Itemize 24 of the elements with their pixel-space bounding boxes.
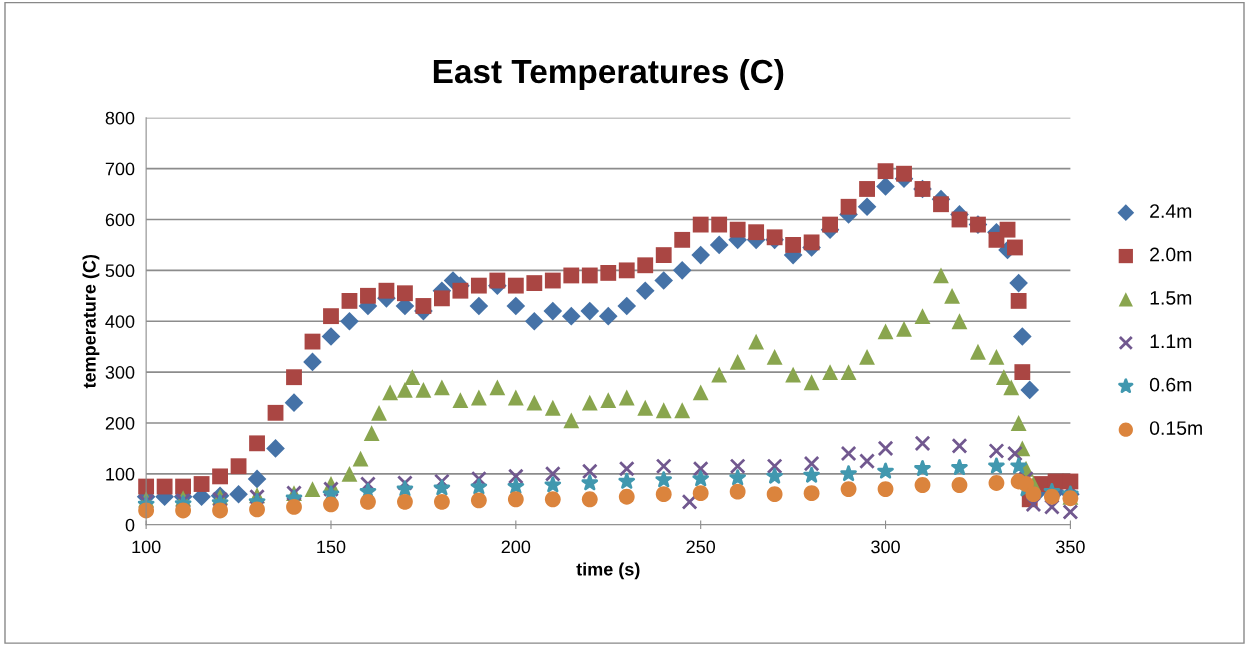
chart-title: East Temperatures (C) <box>433 58 784 90</box>
legend-label: 1.1m <box>1150 334 1192 348</box>
x-tick-label: 350 <box>1056 540 1085 554</box>
x-axis-title: time (s) <box>576 562 640 580</box>
y-tick-label: 400 <box>105 315 135 328</box>
legend-label: 0.15m <box>1149 421 1202 435</box>
legend-label: 2.0m <box>1150 247 1192 262</box>
y-tick-label: 200 <box>105 416 135 430</box>
x-tick-label: 300 <box>871 540 900 554</box>
y-tick-label: 0 <box>125 518 135 532</box>
y-tick-label: 100 <box>106 467 135 481</box>
legend-label: 1.5m <box>1150 291 1192 305</box>
x-tick-label: 100 <box>132 540 161 554</box>
y-axis-title: temperature (C) <box>82 254 100 389</box>
y-tick-label: 500 <box>105 264 135 278</box>
x-tick-label: 200 <box>501 540 531 554</box>
y-tick-label: 800 <box>105 111 135 125</box>
legend-label: 2.4m <box>1150 204 1192 218</box>
y-tick-label: 300 <box>105 366 135 379</box>
x-tick-label: 150 <box>317 540 346 554</box>
y-tick-label: 700 <box>105 162 135 176</box>
x-tick-label: 250 <box>686 540 716 554</box>
legend-label: 0.6m <box>1149 377 1192 392</box>
y-tick-label: 600 <box>105 213 135 227</box>
